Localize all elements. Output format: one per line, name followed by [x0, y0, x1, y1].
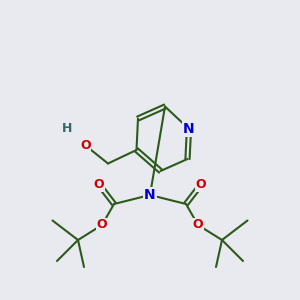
Text: H: H: [62, 122, 73, 136]
Text: O: O: [94, 178, 104, 191]
Text: O: O: [196, 178, 206, 191]
Text: O: O: [80, 139, 91, 152]
Text: O: O: [97, 218, 107, 232]
Text: N: N: [183, 122, 195, 136]
Text: N: N: [144, 188, 156, 202]
Text: O: O: [193, 218, 203, 232]
